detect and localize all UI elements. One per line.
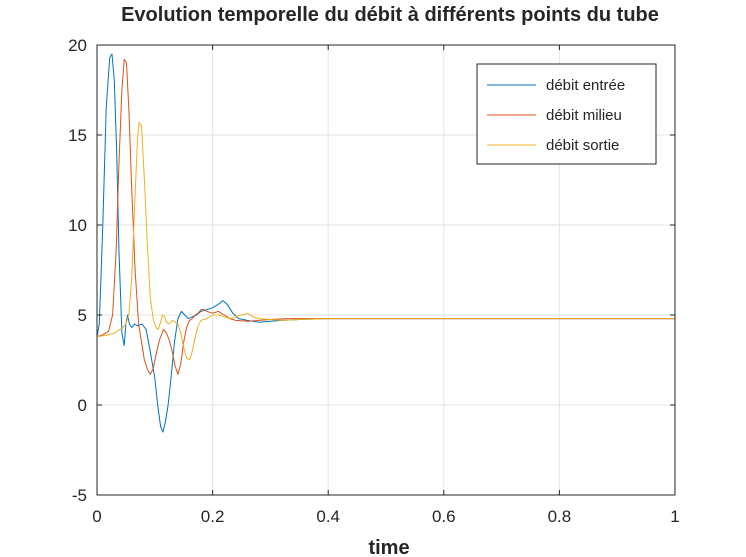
legend-box (476, 63, 657, 165)
axes-box (96, 44, 676, 496)
y-tick-label: 5 (78, 306, 87, 325)
legend-label-2: débit milieu (546, 107, 622, 124)
x-tick-label: 0.4 (316, 507, 340, 526)
axis-ticks: 0 0.2 0.4 0.6 0.8 1 -5 0 5 10 15 20 (68, 36, 680, 526)
y-tick-label: 10 (68, 216, 87, 235)
y-tick-label: -5 (72, 486, 87, 505)
x-tick-label: 0.2 (201, 507, 225, 526)
y-tick-label: 15 (68, 126, 87, 145)
x-axis-label: time (368, 537, 409, 557)
x-tick-label: 0 (92, 507, 101, 526)
series-line-3 (96, 121, 675, 361)
series-line-1 (96, 53, 675, 433)
x-tick-label: 0.8 (548, 507, 572, 526)
x-tick-label: 1 (670, 507, 679, 526)
series-line-2 (96, 58, 675, 375)
legend-label-1: débit entrée (546, 77, 625, 94)
y-tick-label: 20 (68, 36, 87, 55)
x-tick-label: 0.6 (432, 507, 456, 526)
chart-title: Evolution temporelle du débit à différen… (121, 4, 659, 26)
legend-label-3: débit sortie (546, 137, 619, 154)
y-tick-label: 0 (78, 396, 87, 415)
series-lines (96, 53, 675, 433)
legend: débit entrée débit milieu débit sortie (476, 63, 657, 165)
